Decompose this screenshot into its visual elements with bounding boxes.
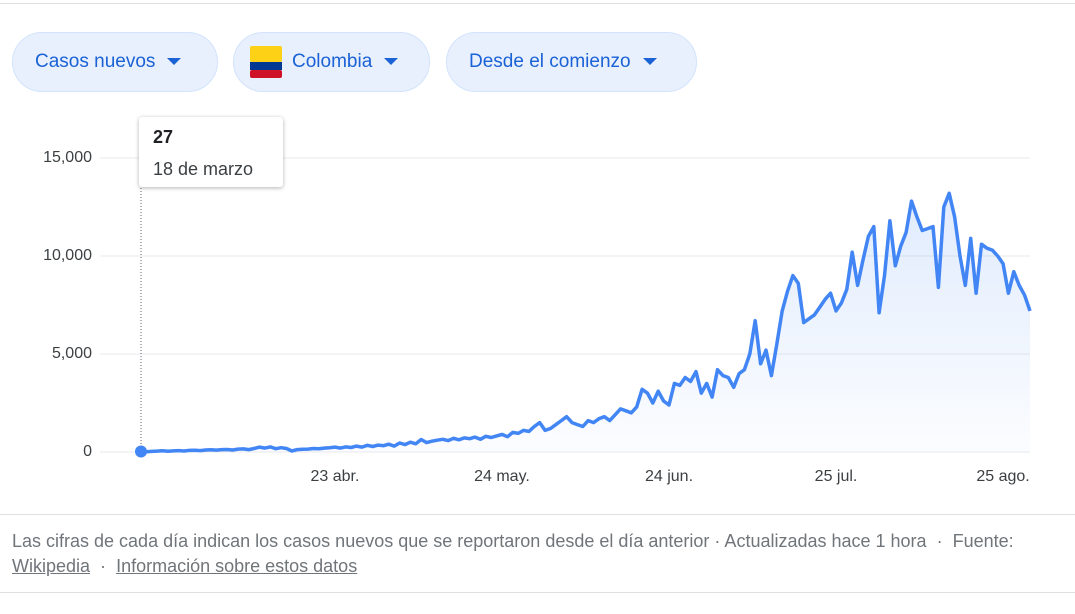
- data-line: [140, 191, 1032, 454]
- source-link[interactable]: Wikipedia: [12, 556, 91, 576]
- x-tick-label: 25 jul.: [815, 468, 858, 485]
- separator: ·: [936, 531, 943, 551]
- country-filter[interactable]: Colombia: [233, 32, 430, 92]
- chart: 0 5,000 10,000 15,000 23 abr. 24 may. 24 jun. 2…: [43, 149, 1032, 485]
- tooltip-date: 18 de marzo: [153, 159, 254, 179]
- bottom-divider: [0, 592, 1075, 593]
- area-fill: [141, 193, 1030, 453]
- x-tick-label: 23 abr.: [310, 468, 359, 485]
- tooltip-value: 27: [153, 127, 174, 147]
- dropdown-arrow: [167, 58, 182, 65]
- filter-label: Colombia: [292, 51, 373, 72]
- y-tick-label: 5,000: [52, 345, 92, 362]
- y-tick-label: 15,000: [43, 149, 92, 166]
- dropdown-arrow: [384, 58, 399, 65]
- footer-note: Las cifras de cada día indican los casos…: [12, 531, 927, 551]
- range-filter[interactable]: Desde el comienzo: [446, 32, 697, 92]
- separator: ·: [100, 556, 107, 576]
- source-label: Fuente:: [952, 531, 1014, 551]
- flag-icon: [250, 46, 282, 78]
- x-tick-label: 24 jun.: [645, 468, 693, 485]
- footer: Las cifras de cada día indican los casos…: [12, 529, 1042, 579]
- y-tick-label: 0: [83, 443, 92, 460]
- tooltip: 27 18 de marzo: [139, 117, 283, 187]
- x-tick-label: 24 may.: [474, 468, 530, 485]
- filter-label: Desde el comienzo: [469, 51, 631, 72]
- dropdown-arrow: [642, 58, 657, 65]
- footer-divider: [0, 514, 1075, 515]
- hover-point: [135, 445, 147, 458]
- y-tick-label: 10,000: [43, 247, 92, 264]
- metric-filter[interactable]: Casos nuevos: [12, 32, 218, 92]
- filter-label: Casos nuevos: [35, 51, 156, 72]
- info-link[interactable]: Información sobre estos datos: [116, 556, 358, 576]
- top-divider: [0, 3, 1075, 4]
- x-tick-label: 25 ago.: [976, 468, 1029, 485]
